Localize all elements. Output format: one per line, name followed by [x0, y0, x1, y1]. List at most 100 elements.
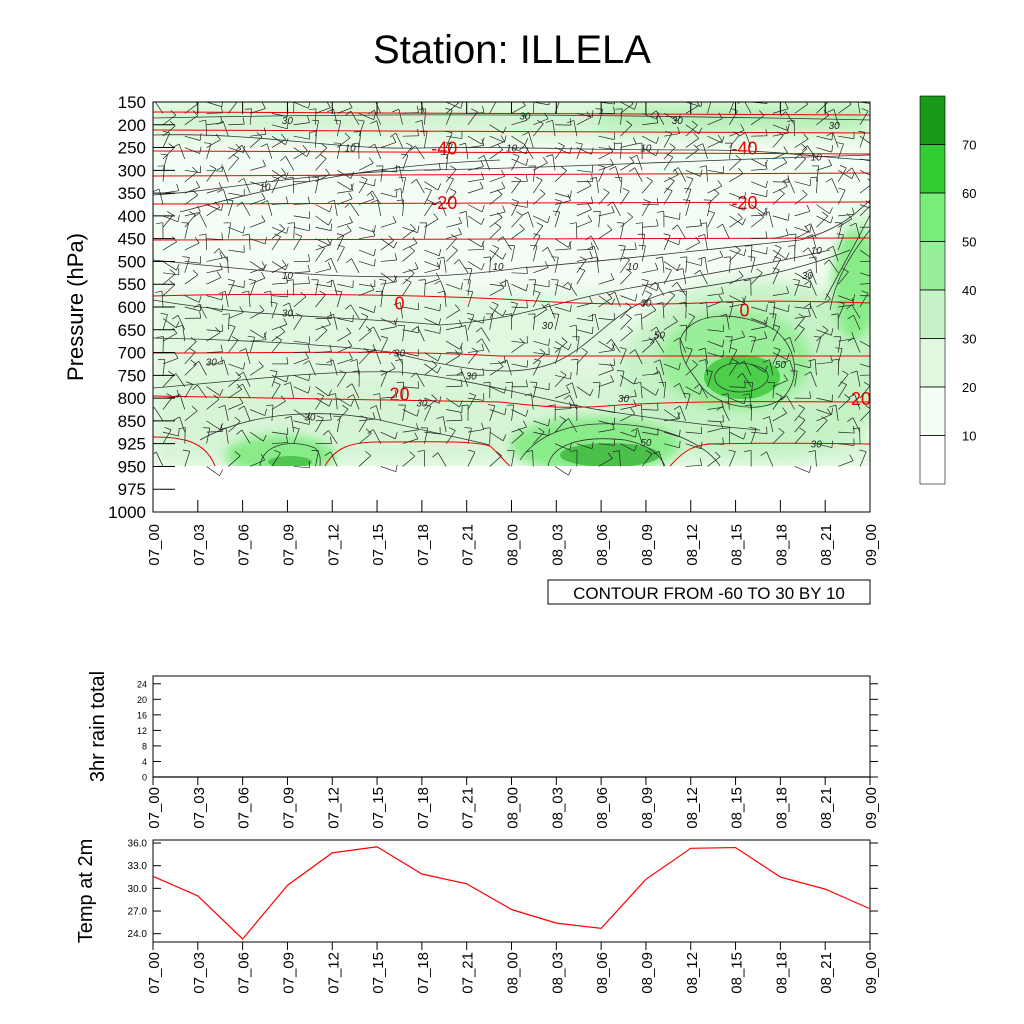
wind-barb	[315, 397, 333, 407]
wind-barb	[707, 295, 723, 308]
y-tick-label: 600	[118, 298, 146, 317]
wind-barb	[271, 289, 289, 298]
wind-barb	[293, 352, 309, 365]
wind-barb	[783, 336, 795, 353]
wind-barb	[358, 157, 374, 171]
wind-barb	[685, 458, 703, 467]
wind-barb	[585, 235, 599, 251]
x-tick-label: 08_21	[818, 952, 835, 994]
x-tick-label: 08_15	[729, 952, 746, 994]
wind-barb	[716, 223, 730, 239]
wind-barb	[562, 281, 578, 296]
wind-barb	[402, 349, 420, 357]
wind-barb	[228, 324, 236, 342]
wind-barb	[271, 196, 289, 205]
wind-barb	[309, 131, 317, 148]
wind-barb	[729, 108, 738, 125]
wind-barb	[850, 370, 861, 387]
wind-barb	[816, 102, 829, 114]
wind-barb	[453, 259, 469, 274]
wind-barb	[620, 294, 638, 302]
wind-barb	[533, 304, 547, 319]
wind-barb	[551, 313, 560, 330]
wind-barb	[545, 154, 556, 171]
wind-barb	[794, 404, 805, 422]
y-tick-label: 300	[118, 161, 146, 180]
wind-barb	[541, 247, 556, 262]
wind-barb	[359, 102, 360, 103]
wind-barb	[489, 102, 500, 103]
wind-barb	[464, 267, 473, 285]
wind-barb	[315, 325, 328, 342]
wind-barb	[589, 176, 599, 194]
wind-barb	[206, 356, 223, 365]
wind-barb	[794, 416, 806, 433]
wind-barb	[857, 102, 861, 114]
wind-barb	[650, 110, 665, 125]
contour-axes: 1502002503003504004505005506006507007508…	[108, 93, 880, 566]
wind-barb	[598, 363, 614, 376]
wind-barb	[467, 347, 479, 365]
wind-barb	[223, 222, 231, 239]
wind-barb	[859, 449, 867, 467]
wind-barb	[311, 450, 319, 467]
wind-barb	[445, 304, 461, 319]
wind-barb	[511, 158, 529, 166]
wind-barb	[641, 278, 649, 296]
wind-barb	[202, 427, 211, 444]
wind-barb	[162, 269, 176, 285]
wind-barb	[380, 317, 398, 325]
humidity-contour-label: 10	[492, 262, 504, 273]
wind-barb	[576, 147, 594, 155]
wind-barb	[641, 199, 651, 217]
wind-barb	[432, 452, 447, 467]
wind-barb	[337, 183, 354, 194]
wind-barb	[260, 143, 273, 160]
wind-barb	[769, 313, 777, 330]
wind-barb	[634, 313, 643, 330]
wind-barb	[762, 359, 774, 376]
wind-barb	[467, 172, 485, 183]
x-tick-label: 09_00	[863, 787, 880, 829]
wind-barb	[206, 324, 223, 332]
wind-barb	[402, 409, 420, 417]
contour-labels: -40 -40 -20 -20 0 0 20 20 30 30 30 30 10 10 10 10 10 30 10…	[206, 112, 870, 451]
wind-barb	[533, 427, 545, 444]
wind-barb	[750, 204, 768, 215]
wind-barb	[620, 187, 630, 205]
x-tick-label: 08_03	[549, 787, 566, 829]
wind-barb	[315, 413, 332, 422]
wind-barb	[576, 110, 594, 118]
wind-barb	[707, 102, 709, 103]
wind-barb	[315, 244, 325, 262]
wind-barb	[532, 233, 541, 251]
wind-barb	[554, 166, 567, 182]
wind-barb	[370, 199, 382, 216]
wind-barb	[357, 119, 365, 137]
wind-barb	[402, 246, 415, 262]
wind-barb	[620, 443, 638, 452]
wind-barb	[398, 176, 407, 194]
wind-barb	[433, 200, 447, 217]
wind-barb	[642, 283, 659, 291]
wind-barb	[728, 449, 736, 467]
wind-barb	[846, 167, 861, 182]
wind-barb	[685, 133, 700, 148]
x-tick-label: 08_09	[639, 952, 656, 994]
legend-label: 60	[962, 186, 976, 201]
wind-barb	[467, 242, 485, 251]
wind-barb	[184, 405, 198, 422]
wind-barb	[184, 165, 201, 174]
wind-barb	[249, 304, 265, 319]
wind-barb	[396, 381, 404, 399]
temperature-contour-label: -20	[431, 193, 457, 213]
x-tick-label: 08_09	[639, 524, 656, 566]
wind-barb	[489, 407, 507, 416]
x-tick-label: 08_00	[505, 952, 522, 994]
wind-barb	[750, 363, 768, 373]
wind-barb	[847, 417, 861, 433]
wind-barb	[475, 327, 491, 342]
y-tick-label: 20	[137, 695, 147, 705]
wind-barb	[533, 157, 548, 171]
wind-barb	[506, 404, 514, 421]
